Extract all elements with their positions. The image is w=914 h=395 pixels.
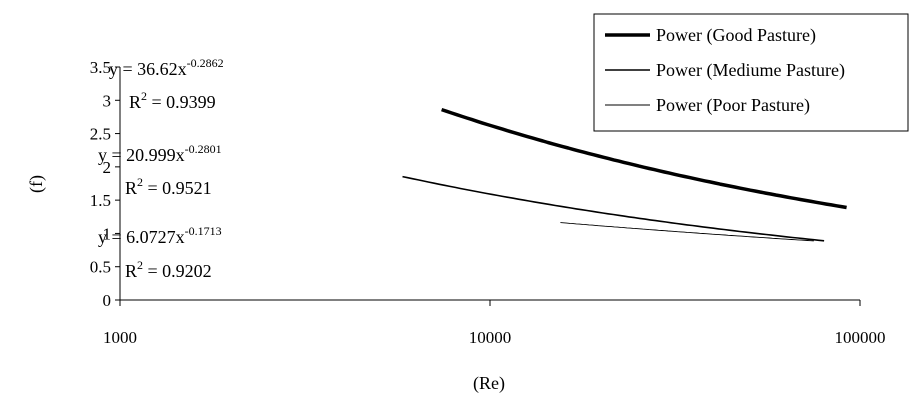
svg-text:y = 20.999x-0.2801: y = 20.999x-0.2801 — [98, 142, 222, 165]
r2-good-label: R — [129, 92, 141, 112]
series-lines — [402, 107, 847, 242]
x-tick-label: 10000 — [469, 328, 512, 347]
r2-poor-exp: 2 — [137, 258, 143, 272]
series-line-poor-pasture — [560, 222, 814, 242]
y-tick-label: 1.5 — [90, 191, 111, 210]
y-tick-label: 2.5 — [90, 125, 111, 144]
r2-medium-label: R — [125, 178, 137, 198]
equation-medium-pasture: y = 20.999x-0.2801 R2 = 0.9521 — [98, 142, 222, 198]
legend-label-good-pasture: Power (Good Pasture) — [656, 25, 816, 46]
series-line-medium-pasture — [402, 175, 825, 242]
legend-label-poor-pasture: Power (Poor Pasture) — [656, 95, 810, 116]
equation-poor-pasture: y = 6.0727x-0.1713 R2 = 0.9202 — [98, 224, 222, 281]
equation-good-lhs: y = 36.62x — [109, 59, 187, 79]
x-ticks: 1000 10000 100000 — [103, 300, 886, 347]
legend-label-medium-pasture: Power (Mediume Pasture) — [656, 60, 845, 81]
r2-good-exp: 2 — [141, 89, 147, 103]
svg-text:R2 = 0.9202: R2 = 0.9202 — [125, 258, 212, 281]
y-tick-label: 3.5 — [90, 58, 111, 77]
y-tick-label: 0 — [103, 291, 112, 310]
r2-poor-value: = 0.9202 — [143, 261, 212, 281]
svg-text:R2 = 0.9399: R2 = 0.9399 — [129, 89, 216, 112]
r2-medium-value: = 0.9521 — [143, 178, 212, 198]
svg-text:y = 6.0727x-0.1713: y = 6.0727x-0.1713 — [98, 224, 222, 247]
x-axis-title: (Re) — [473, 373, 505, 394]
equation-medium-lhs: y = 20.999x — [98, 145, 185, 165]
r2-good-value: = 0.9399 — [147, 92, 216, 112]
r2-medium-exp: 2 — [137, 175, 143, 189]
series-line-good-pasture — [441, 107, 847, 210]
equation-poor-exp: -0.1713 — [185, 224, 222, 238]
x-tick-label: 1000 — [103, 328, 137, 347]
equation-medium-exp: -0.2801 — [185, 142, 222, 156]
r2-poor-label: R — [125, 261, 137, 281]
y-ticks: 0 0.5 1 1.5 2 2.5 3 3.5 — [90, 58, 120, 310]
equation-poor-lhs: y = 6.0727x — [98, 227, 185, 247]
y-tick-label: 2 — [103, 158, 112, 177]
svg-text:R2 = 0.9521: R2 = 0.9521 — [125, 175, 212, 198]
y-tick-label: 0.5 — [90, 258, 111, 277]
y-axis-title: (f) — [26, 175, 47, 193]
equation-good-exp: -0.2862 — [187, 56, 224, 70]
y-tick-label: 1 — [103, 224, 112, 243]
equation-good-pasture: y = 36.62x-0.2862 R2 = 0.9399 — [109, 56, 224, 112]
x-tick-label: 100000 — [835, 328, 886, 347]
svg-text:y = 36.62x-0.2862: y = 36.62x-0.2862 — [109, 56, 224, 79]
y-tick-label: 3 — [103, 91, 112, 110]
legend: Power (Good Pasture) Power (Mediume Past… — [593, 13, 909, 132]
